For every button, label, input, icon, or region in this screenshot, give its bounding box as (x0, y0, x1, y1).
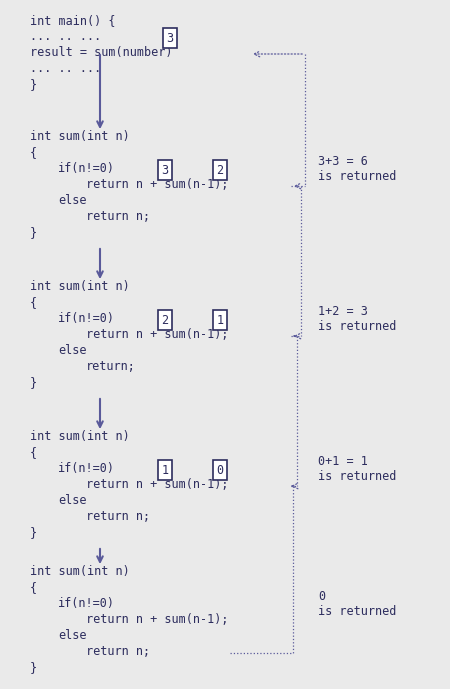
Text: return n + sum(n-1);: return n + sum(n-1); (86, 328, 229, 341)
Text: else: else (58, 344, 86, 357)
Text: return n + sum(n-1);: return n + sum(n-1); (86, 478, 229, 491)
Text: if(n!=0): if(n!=0) (58, 597, 115, 610)
Text: result = sum(number): result = sum(number) (30, 46, 172, 59)
Text: if(n!=0): if(n!=0) (58, 462, 115, 475)
Text: if(n!=0): if(n!=0) (58, 162, 115, 175)
Text: 2: 2 (216, 163, 224, 176)
Text: 3: 3 (162, 163, 169, 176)
Text: 0: 0 (216, 464, 224, 477)
Text: int sum(int n): int sum(int n) (30, 565, 130, 578)
Text: {: { (30, 146, 37, 159)
Text: }: } (30, 661, 37, 674)
Text: }: } (30, 526, 37, 539)
Text: 0
is returned: 0 is returned (318, 590, 396, 618)
Text: 1+2 = 3
is returned: 1+2 = 3 is returned (318, 305, 396, 333)
Text: return;: return; (86, 360, 136, 373)
Text: int sum(int n): int sum(int n) (30, 280, 130, 293)
Text: }: } (30, 78, 37, 91)
Text: {: { (30, 581, 37, 594)
Text: ... .. ...: ... .. ... (30, 62, 101, 75)
Text: return n + sum(n-1);: return n + sum(n-1); (86, 613, 229, 626)
Text: 3: 3 (166, 32, 174, 45)
Text: 2: 2 (162, 313, 169, 327)
Text: 1: 1 (216, 313, 224, 327)
Text: int sum(int n): int sum(int n) (30, 130, 130, 143)
Text: }: } (30, 376, 37, 389)
Text: ... .. ...: ... .. ... (30, 30, 101, 43)
Text: return n + sum(n-1);: return n + sum(n-1); (86, 178, 229, 191)
Text: return n;: return n; (86, 210, 150, 223)
Text: 1: 1 (162, 464, 169, 477)
Text: else: else (58, 194, 86, 207)
Text: }: } (30, 226, 37, 239)
Text: return n;: return n; (86, 645, 150, 658)
Text: int main() {: int main() { (30, 14, 116, 27)
Text: else: else (58, 494, 86, 507)
Text: 0+1 = 1
is returned: 0+1 = 1 is returned (318, 455, 396, 483)
Text: if(n!=0): if(n!=0) (58, 312, 115, 325)
Text: 3+3 = 6
is returned: 3+3 = 6 is returned (318, 155, 396, 183)
Text: {: { (30, 446, 37, 459)
Text: {: { (30, 296, 37, 309)
Text: return n;: return n; (86, 510, 150, 523)
Text: int sum(int n): int sum(int n) (30, 430, 130, 443)
Text: else: else (58, 629, 86, 642)
